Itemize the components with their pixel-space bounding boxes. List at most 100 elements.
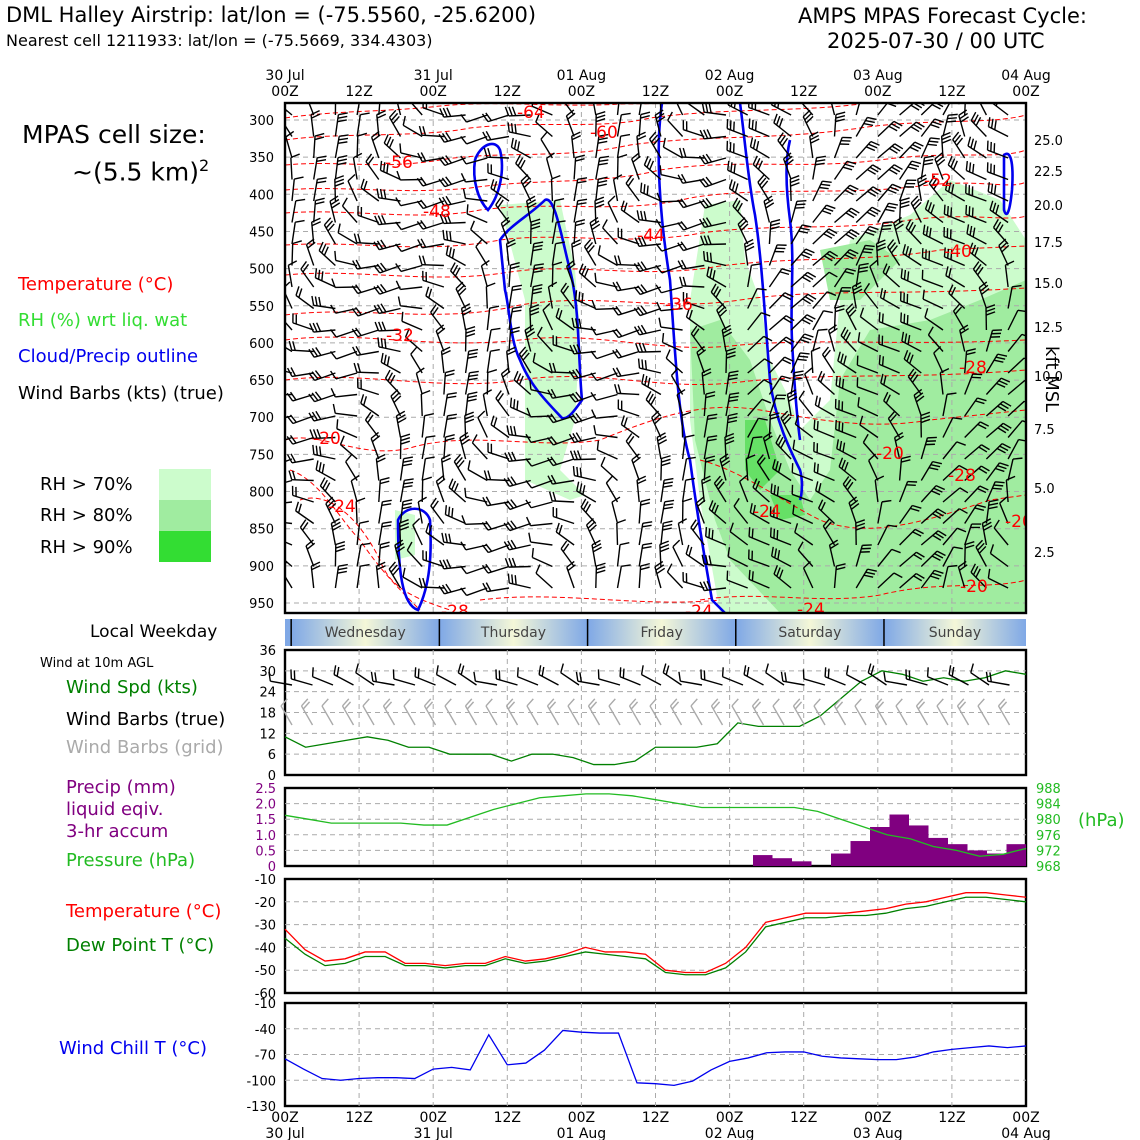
wind-barb <box>690 519 705 546</box>
barb-flag <box>920 411 931 417</box>
wind-barb <box>654 560 666 589</box>
barb-flag <box>595 203 605 209</box>
barb-flag <box>381 91 390 93</box>
barb-flag <box>497 199 504 209</box>
barb-flag <box>615 305 623 315</box>
barb-flag <box>1005 260 1015 266</box>
barb-flag <box>590 372 598 381</box>
barb-staff <box>660 501 666 524</box>
barb-flag <box>467 460 471 470</box>
barb-flag <box>770 412 780 417</box>
barb-flag <box>573 450 578 460</box>
barb-flag <box>453 453 462 463</box>
barb-flag <box>510 499 518 508</box>
barb-staff <box>508 265 512 288</box>
barb-staff <box>898 458 903 481</box>
barb-staff <box>412 524 423 546</box>
wind-barb <box>509 397 531 417</box>
contour-20b <box>699 459 1026 529</box>
barb-flag <box>485 112 492 121</box>
barb-flag <box>829 327 838 335</box>
wind-barb <box>351 306 380 317</box>
wind-barb <box>485 698 498 726</box>
wind-barb <box>551 220 566 245</box>
barb-flag <box>888 202 899 206</box>
wind-barb <box>898 455 911 481</box>
wind-barb <box>828 539 839 567</box>
barb-staff <box>1007 333 1023 352</box>
wind-barb <box>495 669 518 686</box>
barb-flag <box>838 377 842 387</box>
barb-flag <box>295 501 300 512</box>
barb-staff <box>518 353 532 374</box>
barb-staff <box>725 350 728 374</box>
wind-barb <box>939 367 950 395</box>
barb-staff <box>291 243 294 266</box>
barb-flag <box>286 392 294 402</box>
barb-flag <box>577 198 588 202</box>
barb-flag <box>465 333 476 338</box>
barb-flag <box>826 291 837 297</box>
barb-flag <box>612 367 619 377</box>
barb-flag <box>341 197 348 207</box>
barb-flag <box>314 391 322 400</box>
top-hour-label: 00Z <box>271 84 298 100</box>
barb-flag <box>575 412 583 422</box>
barb-staff <box>661 286 683 294</box>
wind-barb <box>315 460 336 482</box>
barb-flag <box>550 413 558 422</box>
wind-barb <box>515 154 532 180</box>
barb-flag <box>589 216 599 224</box>
barb-staff <box>360 402 380 417</box>
wind-barb <box>768 218 781 245</box>
wind-barb <box>794 414 814 439</box>
wind-barb <box>804 367 814 395</box>
barb-flag <box>1006 475 1016 481</box>
barb-flag <box>289 414 297 423</box>
barb-staff <box>857 386 879 396</box>
barb-staff <box>959 329 966 352</box>
wind-barb <box>681 497 693 524</box>
barb-flag <box>995 103 998 107</box>
barb-flag <box>906 315 909 325</box>
barb-flag <box>330 198 340 206</box>
barb-staff <box>800 103 814 116</box>
pressure-tick-label: 550 <box>249 300 274 315</box>
barb-flag <box>652 413 661 422</box>
wind-barb <box>901 331 922 353</box>
barb-flag <box>989 200 994 211</box>
barb-flag <box>995 356 1006 360</box>
barb-flag <box>728 399 739 402</box>
barb-flag <box>756 454 764 463</box>
wind-barb <box>812 291 837 309</box>
barb-staff <box>920 118 936 137</box>
wind-barb <box>438 195 466 207</box>
barb-staff <box>725 415 730 438</box>
barb-staff <box>817 379 835 396</box>
barb-flag <box>852 281 862 288</box>
barb-staff <box>851 286 857 309</box>
barb-flag <box>975 568 981 578</box>
barb-flag <box>460 114 468 123</box>
barb-flag <box>908 247 912 258</box>
wind-barb <box>854 698 867 726</box>
wind-barb <box>285 321 293 331</box>
barb-flag <box>905 219 912 229</box>
wind-barb <box>280 698 293 726</box>
wind-barb <box>464 391 478 417</box>
barb-staff <box>595 179 599 202</box>
barb-staff <box>459 437 467 460</box>
barb-flag <box>835 111 846 116</box>
barb-flag <box>773 113 778 124</box>
barb-flag <box>823 349 831 358</box>
wind-barb <box>513 370 532 396</box>
wind-barb <box>1007 333 1026 352</box>
barb-flag <box>355 327 362 336</box>
wind-barb <box>797 541 814 567</box>
wind-barb <box>285 346 293 353</box>
barb-flag <box>943 204 946 215</box>
barb-staff <box>608 705 621 726</box>
barb-staff <box>855 568 869 589</box>
wind-barb <box>661 332 683 353</box>
wind-barb <box>985 422 1012 439</box>
